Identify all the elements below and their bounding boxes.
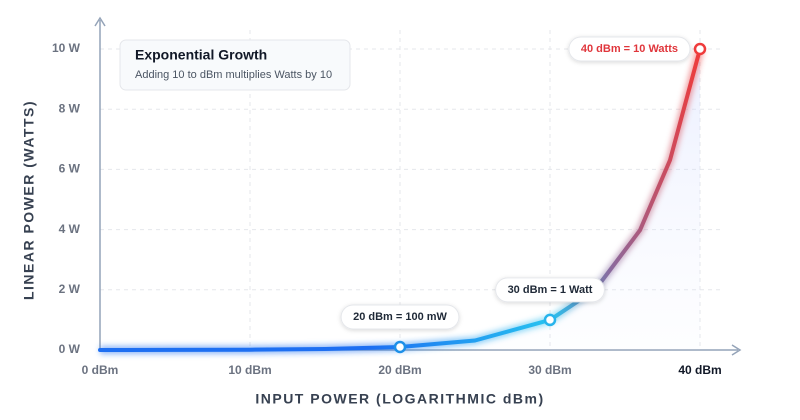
annotation-text: 20 dBm = 100 mW [353, 311, 447, 323]
info-box [119, 39, 351, 91]
x-axis-arrow [731, 344, 742, 356]
annotation-text: 40 dBm = 10 Watts [581, 43, 678, 55]
line [98, 47, 702, 352]
annotation-box [340, 304, 460, 330]
chart-subtitle: Adding 10 to dBm multiplies Watts by 10 [135, 69, 332, 81]
y-axis-arrow [94, 16, 106, 27]
annotation: 40 dBm = 10 Watts [568, 36, 691, 62]
annotation-text: 30 dBm = 1 Watt [508, 284, 593, 296]
x-tick-label: 20 dBm [378, 363, 421, 377]
x-tick-label: 0 dBm [82, 363, 119, 377]
x-tick-label: 40 dBm [678, 363, 721, 377]
area [100, 49, 700, 350]
chart-title: Exponential Growth [135, 47, 267, 63]
x-tick-label: 30 dBm [528, 363, 571, 377]
y-tick-label: 6 W [59, 162, 81, 176]
y-tick-label: 0 W [59, 342, 81, 356]
annotation: 20 dBm = 100 mW [340, 304, 460, 330]
y-tick-label: 4 W [59, 222, 81, 236]
y-axis-title: LINEAR POWER (WATTS) [21, 100, 37, 300]
x-tick-label: 10 dBm [228, 363, 271, 377]
point-marker [393, 340, 407, 354]
x-axis-title: INPUT POWER (LOGARITHMIC dBm) [255, 391, 544, 407]
point-marker [543, 313, 557, 327]
y-tick-label: 10 W [52, 41, 81, 55]
y-tick-label: 2 W [59, 282, 81, 296]
annotation-box [495, 277, 605, 303]
annotation-box [568, 36, 691, 62]
y-tick-label: 8 W [59, 101, 81, 115]
point-marker [693, 42, 707, 56]
annotation: 30 dBm = 1 Watt [495, 277, 605, 303]
